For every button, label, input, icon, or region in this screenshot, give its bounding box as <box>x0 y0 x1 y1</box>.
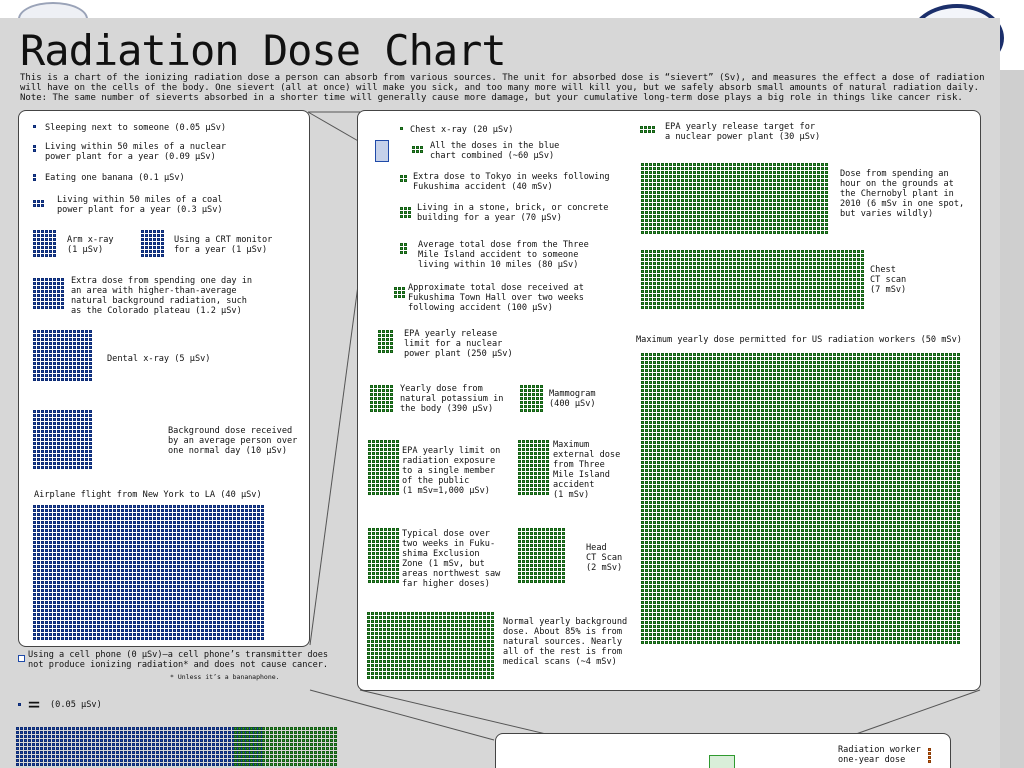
blue-dose-blocks <box>33 145 36 152</box>
chart-intro: This is a chart of the ionizing radiatio… <box>20 73 985 103</box>
blue-item-label: Background dose received by an average p… <box>168 426 298 456</box>
legend-equals: = <box>28 692 41 716</box>
green-dose-blocks <box>641 163 828 234</box>
blue-item-label: Dental x-ray (5 µSv) <box>107 354 211 364</box>
intro-line: will have on the cells of the body. One … <box>20 83 980 93</box>
green-dose-blocks <box>378 330 393 353</box>
green-dose-blocks <box>370 385 393 412</box>
blue-item-label: Arm x-ray (1 µSv) <box>67 235 114 255</box>
green-item-label: Maximum yearly dose permitted for US rad… <box>636 335 962 345</box>
green-item-label: Extra dose to Tokyo in weeks following F… <box>413 172 610 192</box>
green-item-label: Mammogram (400 µSv) <box>549 389 596 409</box>
green-dose-blocks <box>412 146 423 153</box>
green-item-label: Head CT Scan (2 mSv) <box>586 543 623 573</box>
orange-item-label: Radiation worker one-year dose <box>838 745 921 765</box>
chart-title: Radiation Dose Chart <box>20 26 507 75</box>
blue-item-label: Extra dose from spending one day in an a… <box>71 276 253 316</box>
empty-square-icon <box>18 655 25 662</box>
green-dose-blocks <box>368 440 399 495</box>
green-item-label: Approximate total dose received at Fukus… <box>408 283 584 313</box>
green-item-label: All the doses in the blue chart combined… <box>430 141 560 161</box>
green-item-label: Average total dose from the Three Mile I… <box>418 240 589 270</box>
green-bottom-blocks <box>234 727 337 766</box>
blue-dose-blocks <box>33 200 44 207</box>
green-dose-blocks <box>400 127 403 130</box>
green-dose-blocks <box>367 612 494 679</box>
blue-item-label: Airplane flight from New York to LA (40 … <box>34 490 262 500</box>
green-dose-blocks <box>641 250 864 309</box>
blue-chart-thumbnail-icon <box>375 140 389 162</box>
green-dose-blocks <box>518 528 565 583</box>
blue-bottom-blocks <box>16 727 263 766</box>
intro-line: This is a chart of the ionizing radiatio… <box>20 73 985 83</box>
legend-label: (0.05 µSv) <box>50 700 102 710</box>
blue-dose-blocks <box>33 174 36 181</box>
green-dose-blocks <box>400 243 407 254</box>
blue-dose-blocks <box>33 125 36 128</box>
blue-dose-blocks <box>141 230 164 257</box>
blue-dose-blocks <box>33 330 92 381</box>
green-item-label: Typical dose over two weeks in Fuku- shi… <box>402 529 501 589</box>
green-dose-blocks <box>520 385 543 412</box>
footnote: * Unless it’s a bananaphone. <box>170 673 280 681</box>
green-item-label: Maximum external dose from Three Mile Is… <box>553 440 621 500</box>
blue-item-label: Using a CRT monitor for a year (1 µSv) <box>174 235 273 255</box>
cell-phone-note: Using a cell phone (0 µSv)—a cell phone’… <box>28 650 329 670</box>
blue-dose-blocks <box>33 278 64 309</box>
orange-dose-blocks <box>928 748 931 763</box>
green-chart-thumbnail-icon <box>709 755 735 768</box>
blue-airplane-blocks <box>33 505 264 640</box>
intro-line: Note: The same number of sieverts absorb… <box>20 93 963 103</box>
green-dose-blocks <box>394 287 405 298</box>
green-dose-blocks <box>400 175 407 182</box>
green-item-label: Chest x-ray (20 µSv) <box>410 125 514 135</box>
green-item-label: EPA yearly limit on radiation exposure t… <box>402 446 501 496</box>
green-dose-blocks <box>400 207 411 218</box>
green-dose-blocks <box>368 528 399 583</box>
green-item-label: EPA yearly release target for a nuclear … <box>665 122 821 142</box>
green-dose-blocks <box>640 126 655 133</box>
blue-item-label: Eating one banana (0.1 µSv) <box>45 173 185 183</box>
green-item-label: EPA yearly release limit for a nuclear p… <box>404 329 513 359</box>
green-item-label: Living in a stone, brick, or concrete bu… <box>417 203 609 223</box>
green-item-label: Dose from spending an hour on the ground… <box>840 169 965 219</box>
blue-dose-blocks <box>18 703 21 706</box>
blue-item-label: Sleeping next to someone (0.05 µSv) <box>45 123 227 133</box>
green-item-label: Normal yearly background dose. About 85%… <box>503 617 628 667</box>
green-item-label: Chest CT scan (7 mSv) <box>870 265 907 295</box>
blue-dose-blocks <box>33 410 92 469</box>
background-side-panel <box>1000 70 1024 768</box>
blue-item-label: Living within 50 miles of a coal power p… <box>57 195 223 215</box>
green-item-label: Yearly dose from natural potassium in th… <box>400 384 504 414</box>
green-dose-blocks <box>518 440 549 495</box>
green-worker-blocks <box>641 353 960 644</box>
blue-dose-blocks <box>33 230 56 257</box>
blue-item-label: Living within 50 miles of a nuclear powe… <box>45 142 227 162</box>
